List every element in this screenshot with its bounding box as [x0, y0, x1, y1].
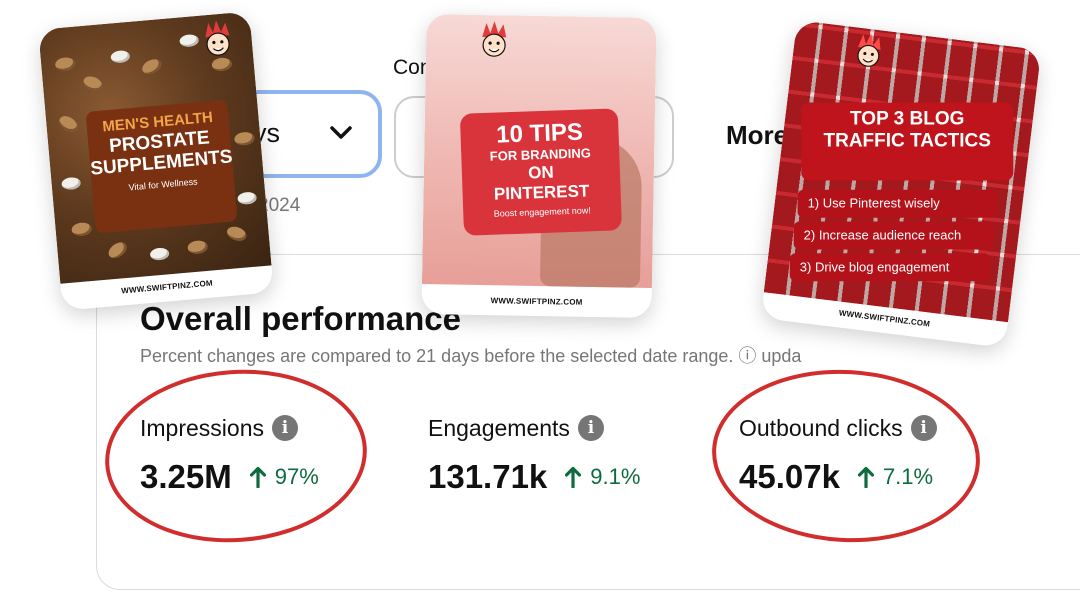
pin-site-url: WWW.SWIFTPINZ.COM: [490, 296, 583, 307]
pin-image: TOP 3 BLOG TRAFFIC TACTICS 1) Use Pinter…: [763, 20, 1042, 323]
info-icon[interactable]: i: [271, 415, 298, 441]
page-title: Overall performance: [140, 300, 461, 337]
metric-outbound-clicks: Outbound clicks i 45.07k 7.1%: [739, 412, 937, 496]
metric-value: 131.71k: [428, 458, 548, 495]
pin-tagline: Boost engagement now!: [493, 205, 591, 219]
metric-value: 45.07k: [739, 458, 840, 495]
metric-label: Impressions: [140, 414, 264, 441]
metric-change: 97%: [249, 464, 319, 490]
mascot-logo-icon: [205, 20, 230, 56]
pin-title-box: 10 TIPS FOR BRANDING ON PINTEREST Boost …: [459, 108, 622, 236]
mascot-logo-icon: [857, 33, 881, 67]
pin-tip: 1) Use Pinterest wisely: [797, 189, 998, 218]
metric-change-value: 7.1%: [882, 464, 934, 489]
metric-label: Outbound clicks: [739, 414, 903, 441]
pin-card-blog-traffic[interactable]: TOP 3 BLOG TRAFFIC TACTICS 1) Use Pinter…: [760, 20, 1042, 348]
metric-change-value: 97%: [274, 464, 319, 489]
pin-title-main: TRAFFIC TACTICS: [823, 130, 991, 152]
metric-label: Engagements: [428, 414, 570, 441]
pin-title-box: MEN'S HEALTH PROSTATE SUPPLEMENTS Vital …: [85, 99, 238, 234]
pin-card-branding-tips[interactable]: 10 TIPS FOR BRANDING ON PINTEREST Boost …: [421, 14, 657, 318]
metric-change: 7.1%: [857, 464, 934, 490]
pin-title-top: TOP 3 BLOG: [850, 108, 965, 130]
pin-title-main: PINTEREST: [493, 181, 590, 204]
arrow-up-icon: [857, 466, 874, 488]
metric-value: 3.25M: [140, 458, 232, 495]
date-range-subtext: 2024: [258, 195, 301, 216]
metric-impressions: Impressions i 3.25M 97%: [140, 412, 319, 496]
pin-image: 10 TIPS FOR BRANDING ON PINTEREST Boost …: [421, 14, 657, 288]
arrow-up-icon: [249, 466, 266, 488]
pin-tip: 2) Increase audience reach: [793, 221, 994, 250]
metric-engagements: Engagements i 131.71k 9.1%: [428, 412, 640, 496]
chevron-down-icon: [330, 126, 352, 145]
metric-change: 9.1%: [565, 464, 640, 490]
info-icon[interactable]: i: [910, 415, 937, 441]
pin-title-box: TOP 3 BLOG TRAFFIC TACTICS: [801, 102, 1014, 181]
arrow-up-icon: [565, 466, 582, 488]
mascot-logo-icon: [482, 21, 507, 57]
info-icon[interactable]: i: [577, 415, 604, 441]
pin-tip: 3) Drive blog engagement: [789, 253, 990, 282]
metric-change-value: 9.1%: [590, 464, 641, 489]
pin-card-prostate-supplements[interactable]: MEN'S HEALTH PROSTATE SUPPLEMENTS Vital …: [38, 11, 274, 311]
performance-subtitle: Percent changes are compared to 21 days …: [140, 346, 802, 366]
